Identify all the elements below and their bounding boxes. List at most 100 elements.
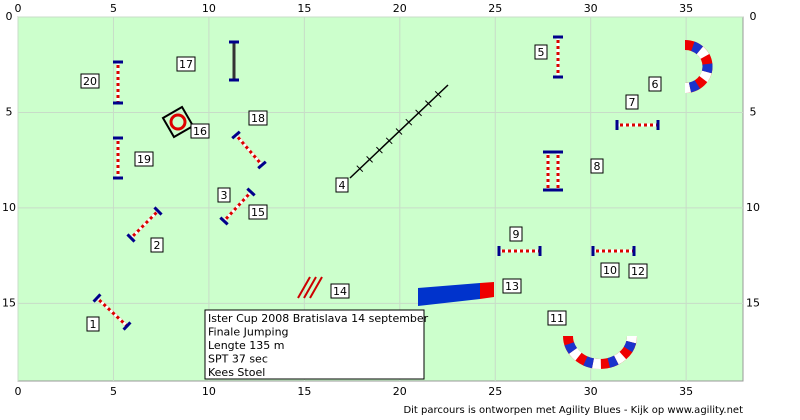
obstacle-label: 18 xyxy=(251,112,265,125)
obstacle-label: 20 xyxy=(83,75,97,88)
x-tick-label: 0 xyxy=(15,2,22,15)
y-tick-label: 5 xyxy=(750,105,757,118)
jump-bar xyxy=(234,134,264,166)
x-tick-label: 20 xyxy=(393,385,407,398)
obstacle-label-box xyxy=(509,226,523,242)
x-tick-label: 15 xyxy=(297,385,311,398)
jump-bar xyxy=(129,209,160,240)
tyre xyxy=(169,113,187,131)
x-tick-label: 35 xyxy=(679,385,693,398)
obstacle-label-box xyxy=(134,151,154,167)
jump-wing xyxy=(92,293,102,303)
dog-walk-slat xyxy=(366,156,373,163)
jump-bar xyxy=(222,190,253,223)
obstacle-label-box xyxy=(176,56,196,72)
obstacle-label-box xyxy=(190,123,210,139)
obstacle-label-box xyxy=(600,262,620,278)
dog-walk-slat xyxy=(385,137,393,145)
jump-wing xyxy=(126,233,136,243)
jump-wing xyxy=(257,160,267,170)
x-tick-label: 25 xyxy=(488,385,502,398)
obstacle-label: 17 xyxy=(179,58,193,71)
obstacle-label-box xyxy=(80,73,100,89)
y-tick-label: 0 xyxy=(750,10,757,23)
y-tick-label: 10 xyxy=(2,201,16,214)
x-tick-label: 20 xyxy=(393,2,407,15)
info-line: SPT 37 sec xyxy=(208,353,268,366)
obstacle-label: 6 xyxy=(652,78,659,91)
obstacle-label-box xyxy=(547,310,567,326)
x-tick-label: 5 xyxy=(110,385,117,398)
x-tick-label: 10 xyxy=(202,2,216,15)
obstacle-label: 9 xyxy=(513,228,520,241)
y-tick-label: 10 xyxy=(746,201,760,214)
info-line: Lengte 135 m xyxy=(208,339,284,352)
jump-bar xyxy=(297,276,311,299)
x-tick-label: 15 xyxy=(297,2,311,15)
obstacle-label-box xyxy=(248,110,268,126)
jump-wing xyxy=(219,216,229,226)
obstacle-label: 10 xyxy=(603,264,617,277)
jump-bar xyxy=(309,276,323,299)
obstacle-label-box xyxy=(628,263,648,279)
jump-wing xyxy=(122,321,132,331)
obstacle-label-box xyxy=(502,278,522,294)
obstacle-label-box xyxy=(335,177,349,193)
obstacle-label: 11 xyxy=(550,312,564,325)
y-tick-label: 15 xyxy=(746,296,760,309)
curved-tunnel xyxy=(684,40,713,93)
dog-walk-slat xyxy=(356,165,364,173)
dog-walk-slat xyxy=(415,109,422,117)
x-tick-label: 10 xyxy=(202,385,216,398)
jump-wing xyxy=(231,130,241,140)
jump-bar xyxy=(95,296,129,328)
dog-walk-slat xyxy=(425,100,432,107)
obstacle-label: 13 xyxy=(505,280,519,293)
obstacle-label-box xyxy=(534,44,548,60)
info-line: Kees Stoel xyxy=(208,366,265,379)
dog-walk-slat xyxy=(395,128,403,135)
obstacle-label: 15 xyxy=(251,206,265,219)
obstacle-label-box xyxy=(150,237,164,253)
obstacle-label: 3 xyxy=(221,189,228,202)
jump-wing xyxy=(153,206,163,216)
x-tick-label: 25 xyxy=(488,2,502,15)
jump-wing xyxy=(246,187,256,197)
dog-walk-slat xyxy=(405,118,413,126)
info-line: Finale Jumping xyxy=(208,326,289,339)
y-tick-label: 15 xyxy=(2,296,16,309)
obstacle-label-box xyxy=(330,283,350,299)
obstacle-label: 19 xyxy=(137,153,151,166)
x-tick-label: 0 xyxy=(15,385,22,398)
obstacle-label-box xyxy=(590,158,604,174)
obstacle-label: 12 xyxy=(631,265,645,278)
dog-walk-slat xyxy=(376,146,383,154)
jump-bar xyxy=(303,276,317,299)
y-tick-label: 5 xyxy=(6,105,13,118)
info-line: Ister Cup 2008 Bratislava 14 september xyxy=(208,312,429,325)
obstacle-label: 5 xyxy=(538,46,545,59)
obstacle-label-box xyxy=(217,187,231,203)
obstacle-label: 16 xyxy=(193,125,207,138)
obstacle-label-box xyxy=(625,94,639,110)
obstacle-label: 2 xyxy=(154,239,161,252)
x-tick-label: 35 xyxy=(679,2,693,15)
curved-tunnel xyxy=(563,335,637,369)
obstacle-label: 7 xyxy=(629,96,636,109)
obstacle-label: 1 xyxy=(90,318,97,331)
footer: Dit parcours is ontworpen met Agility Bl… xyxy=(403,405,743,416)
info-box xyxy=(204,309,425,380)
obstacle-label-box xyxy=(648,76,662,92)
tunnel xyxy=(418,283,480,306)
obstacle-label-box xyxy=(86,316,100,332)
y-tick-label: 0 xyxy=(6,10,13,23)
curved-tunnel xyxy=(563,335,637,369)
x-tick-label: 5 xyxy=(110,2,117,15)
obstacle-label: 4 xyxy=(339,179,346,192)
x-tick-label: 30 xyxy=(584,385,598,398)
tyre-frame xyxy=(161,105,195,139)
tunnel-end xyxy=(480,282,494,299)
obstacle-label: 14 xyxy=(333,285,347,298)
x-tick-label: 30 xyxy=(584,2,598,15)
